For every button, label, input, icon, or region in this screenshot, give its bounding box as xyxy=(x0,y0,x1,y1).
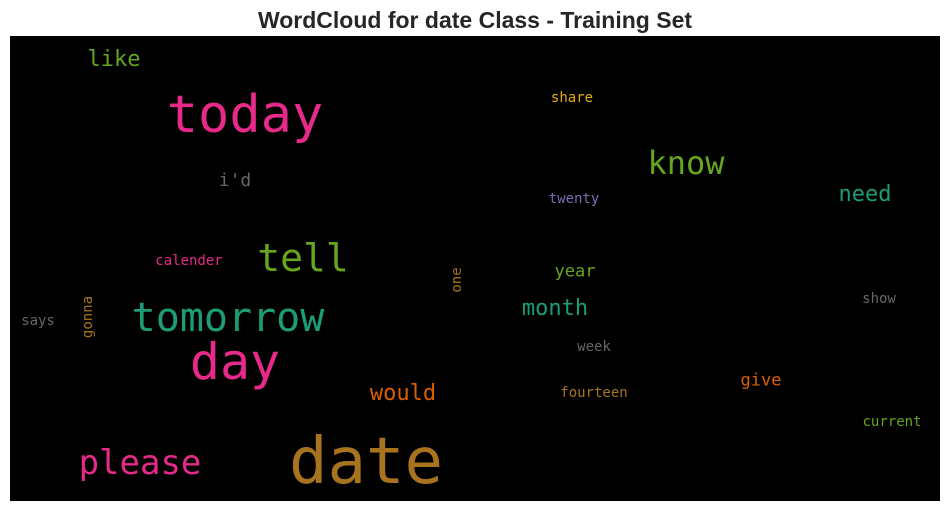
word-calender: calender xyxy=(155,253,223,269)
word-need: need xyxy=(838,182,892,207)
word-current: current xyxy=(862,414,922,430)
word-know: know xyxy=(647,144,725,182)
word-would: would xyxy=(369,381,437,406)
word-fourteen: fourteen xyxy=(560,385,628,401)
word-id: i'd xyxy=(218,170,252,191)
word-date: date xyxy=(288,425,444,499)
word-today: today xyxy=(166,85,324,145)
word-please: please xyxy=(78,443,202,483)
word-one: one xyxy=(449,267,465,293)
word-month: month xyxy=(521,296,589,321)
word-year: year xyxy=(554,261,596,282)
word-twenty: twenty xyxy=(548,191,600,207)
word-tomorrow: tomorrow xyxy=(131,295,325,341)
word-week: week xyxy=(577,339,611,355)
word-tell: tell xyxy=(257,236,349,280)
word-says: says xyxy=(21,313,55,329)
word-give: give xyxy=(740,370,782,391)
word-show: show xyxy=(862,291,896,307)
wordcloud-canvas: date today day tomorrow tell please know month w… xyxy=(10,36,940,501)
word-like: like xyxy=(87,47,141,72)
word-share: share xyxy=(550,90,594,106)
word-gonna: gonna xyxy=(80,295,96,339)
word-day: day xyxy=(189,333,281,391)
chart-title: WordCloud for date Class - Training Set xyxy=(257,7,693,33)
